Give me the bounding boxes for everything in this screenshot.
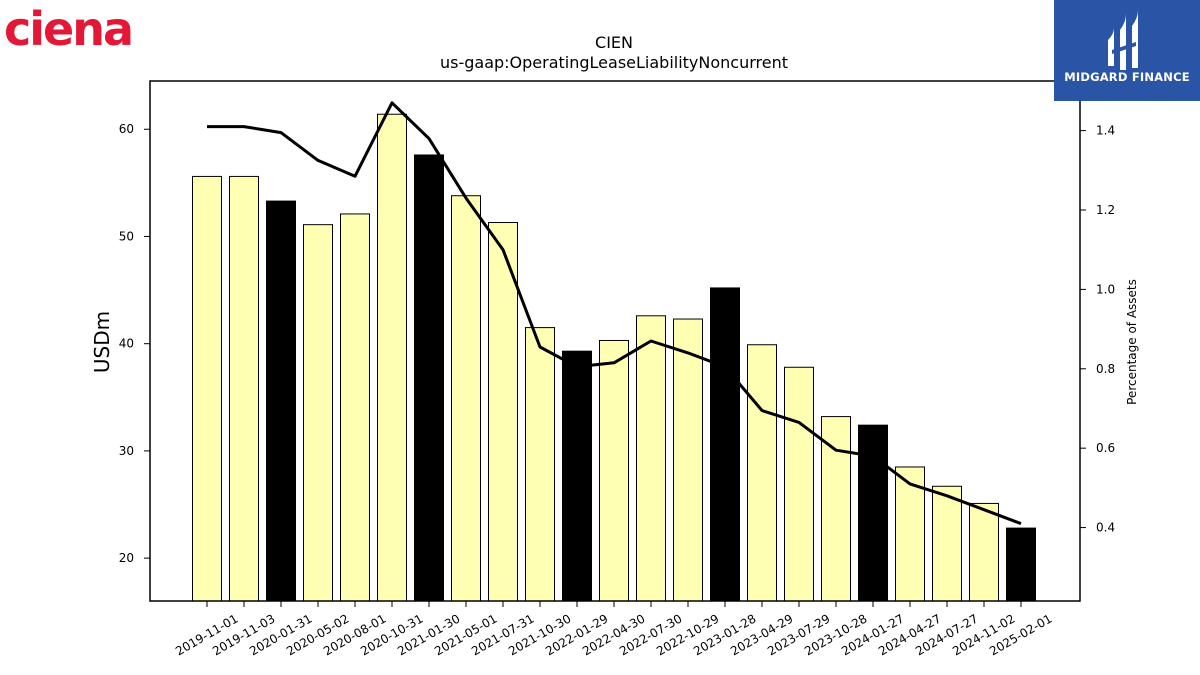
percentage-line bbox=[207, 101, 1022, 526]
y-tick-label: 40 bbox=[119, 337, 134, 351]
bar-2022-07-30 bbox=[636, 315, 666, 602]
y2-tick-label: 1.4 bbox=[1096, 124, 1115, 138]
bar-2021-05-01 bbox=[451, 195, 481, 602]
bar-2024-11-02 bbox=[969, 502, 999, 602]
bar-2024-01-27 bbox=[858, 424, 888, 602]
chart-title: CIEN bbox=[595, 33, 633, 52]
y-axis-label: USDm bbox=[90, 311, 114, 373]
bar-2023-10-28 bbox=[821, 416, 851, 602]
bar-2024-07-27 bbox=[932, 485, 962, 602]
bar-2021-07-31 bbox=[488, 222, 518, 602]
line-layer bbox=[207, 101, 1022, 526]
ciena-logo-text: ciena bbox=[4, 2, 132, 52]
bar-2019-11-01 bbox=[192, 175, 222, 602]
bar-2023-01-28 bbox=[710, 287, 740, 602]
bar-2019-11-03 bbox=[229, 175, 259, 602]
y2-axis-label: Percentage of Assets bbox=[1125, 279, 1139, 405]
bar-2021-01-30 bbox=[414, 154, 444, 602]
y-axis-right: 0.4 0.6 0.8 1.0 1.2 1.4 bbox=[1080, 124, 1115, 535]
midgard-emblem-icon bbox=[1108, 10, 1138, 70]
midgard-finance-logo: MIDGARD FINANCE bbox=[1054, 0, 1200, 101]
bar-2023-04-29 bbox=[747, 344, 777, 602]
y-tick-label: 30 bbox=[119, 444, 134, 458]
bars bbox=[192, 113, 1036, 602]
bar-2020-10-31 bbox=[377, 113, 407, 602]
y-axis-left: 20 30 40 50 60 bbox=[119, 122, 150, 565]
ciena-logo: ciena bbox=[4, 2, 154, 56]
plot-frame bbox=[149, 80, 1081, 602]
bar-2021-10-30 bbox=[525, 327, 555, 602]
bar-2023-07-29 bbox=[784, 366, 814, 602]
y2-tick-label: 0.6 bbox=[1096, 441, 1115, 455]
bar-2022-01-29 bbox=[562, 350, 592, 602]
bar-2025-02-01 bbox=[1006, 527, 1036, 602]
midgard-logo-text: MIDGARD FINANCE bbox=[1064, 70, 1190, 84]
bar-2022-10-29 bbox=[673, 318, 703, 602]
bar-2020-01-31 bbox=[266, 200, 296, 602]
y-tick-label: 20 bbox=[119, 551, 134, 565]
y-tick-label: 60 bbox=[119, 122, 134, 136]
bar-2020-08-01 bbox=[340, 213, 370, 602]
bar-2024-04-27 bbox=[895, 466, 925, 602]
y2-tick-label: 1.0 bbox=[1096, 282, 1115, 296]
bar-2020-05-02 bbox=[303, 224, 333, 602]
y-tick-label: 50 bbox=[119, 229, 134, 243]
y2-tick-label: 1.2 bbox=[1096, 203, 1115, 217]
bar-2022-04-30 bbox=[599, 339, 629, 602]
y2-tick-label: 0.4 bbox=[1096, 521, 1115, 535]
y2-tick-label: 0.8 bbox=[1096, 362, 1115, 376]
chart-subtitle: us-gaap:OperatingLeaseLiabilityNoncurren… bbox=[440, 53, 788, 72]
x-axis: 2019-11-012019-11-032020-01-312020-05-02… bbox=[173, 601, 1055, 658]
